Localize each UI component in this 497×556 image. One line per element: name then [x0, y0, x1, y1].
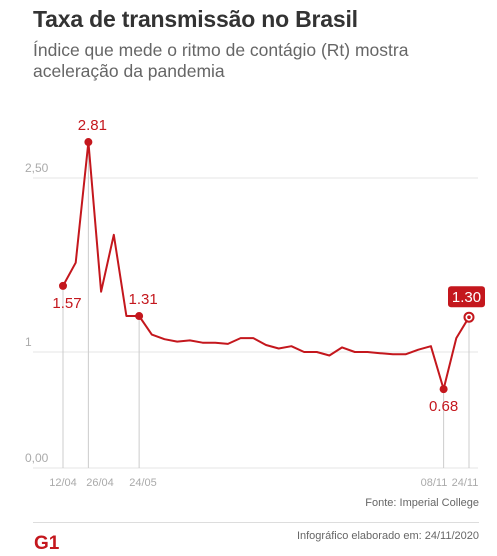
annotation-marker — [439, 385, 448, 394]
y-tick-label: 1 — [25, 335, 32, 349]
credit-note: Infográfico elaborado em: 24/11/2020 — [296, 530, 479, 542]
series-line — [62, 141, 470, 391]
x-tick-label: 24/05 — [129, 477, 157, 489]
chart-title: Taxa de transmissão no Brasil — [33, 6, 358, 32]
x-tick-label: 26/04 — [86, 477, 114, 489]
g1-logo-text: G1 — [34, 533, 60, 552]
last-point-dot — [467, 315, 471, 320]
y-tick-label: 2,50 — [25, 161, 49, 175]
g1-logo: G1 — [33, 532, 63, 552]
chart-subtitle: Índice que mede o ritmo de contágio (Rt)… — [33, 40, 409, 81]
data-label: 2.81 — [78, 117, 107, 134]
last-value-badge — [448, 286, 485, 308]
x-tick-label: 24/11 — [452, 477, 479, 489]
annotation-marker — [84, 138, 93, 147]
y-tick-label: 0,00 — [25, 451, 49, 465]
data-label: 1.57 — [52, 295, 81, 312]
x-tick-label: 08/11 — [421, 477, 448, 489]
data-label: 0.68 — [429, 398, 458, 415]
source-note: Fonte: Imperial College — [365, 497, 479, 509]
footer-divider — [33, 522, 479, 523]
data-label: 1.30 — [452, 289, 481, 306]
x-tick-label: 12/04 — [49, 477, 77, 489]
annotation-marker — [59, 281, 67, 290]
data-label: 1.31 — [129, 291, 158, 308]
annotation-marker — [135, 312, 144, 321]
